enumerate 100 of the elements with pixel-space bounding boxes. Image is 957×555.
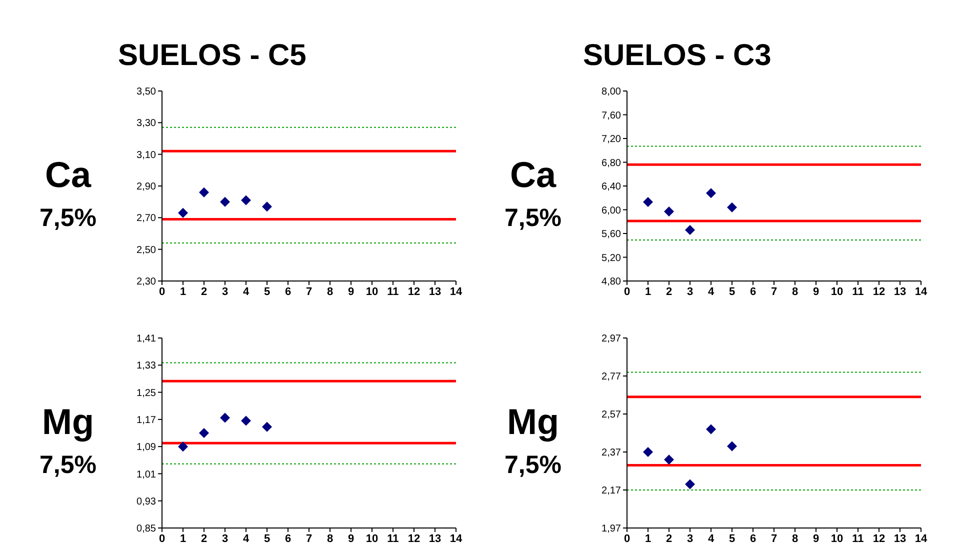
y-tick-label: 1,17: [136, 414, 156, 426]
y-tick-label: 3,10: [136, 150, 156, 161]
point: [262, 422, 272, 432]
x-tick-label: 3: [686, 286, 694, 298]
y-tick-label: 6,00: [602, 205, 622, 216]
x-tick-label: 1: [180, 532, 186, 545]
point: [220, 412, 230, 423]
x-tick-label: 7: [770, 532, 778, 545]
x-tick-label: 2: [666, 532, 672, 545]
text: 7,5%: [504, 450, 562, 480]
x-tick-label: 9: [348, 286, 354, 298]
x-tick-label: 6: [284, 286, 292, 298]
point: [706, 424, 716, 434]
y-tick-label: 5,60: [602, 229, 622, 240]
x-tick-label: 9: [348, 532, 354, 545]
x-tick-label: 5: [264, 532, 270, 545]
x-tick-label: 4: [242, 286, 250, 298]
x-tick-label: 3: [222, 532, 228, 545]
x-tick-label: 10: [830, 532, 844, 545]
y-tick-label: 2,50: [136, 244, 156, 256]
y-tick-label: 4,80: [602, 276, 622, 288]
x-tick-label: 14: [450, 532, 463, 545]
y-tick-label: 0,85: [136, 524, 156, 535]
x-tick-label: 2: [200, 532, 208, 545]
y-tick-label: 2,70: [136, 213, 156, 224]
point: [685, 224, 695, 235]
x-tick-label: 1: [644, 286, 652, 298]
text: Mg: [41, 400, 95, 442]
x-tick-label: 7: [770, 286, 778, 298]
x-tick-label: 12: [872, 286, 886, 298]
y-tick-label: 8,00: [602, 86, 622, 98]
x-tick-label: 4: [708, 286, 715, 298]
y-tick-label: 2,90: [136, 182, 156, 193]
x-tick-label: 5: [264, 286, 270, 298]
x-tick-label: 10: [366, 286, 378, 298]
point: [706, 188, 716, 198]
point: [178, 208, 188, 218]
x-tick-label: 8: [792, 532, 798, 545]
text: Mg: [506, 400, 560, 442]
text: 7,5%: [504, 204, 562, 232]
x-tick-label: 0: [158, 532, 166, 545]
x-tick-label: 10: [830, 286, 844, 298]
x-tick-label: 6: [750, 286, 756, 298]
x-tick-label: 11: [852, 286, 864, 298]
y-tick-label: 1,97: [602, 524, 622, 535]
y-tick-label: 6,80: [602, 158, 622, 169]
text: 7,5%: [38, 450, 98, 480]
x-tick-label: 9: [812, 286, 820, 298]
y-tick-label: 2,17: [602, 486, 622, 497]
y-tick-label: 5,20: [602, 252, 622, 264]
point: [727, 202, 737, 212]
x-tick-label: 6: [750, 532, 756, 545]
x-tick-label: 11: [852, 532, 864, 545]
y-tick-label: 6,40: [602, 182, 622, 193]
y-tick-label: 7,20: [602, 134, 622, 146]
y-tick-label: 2,37: [602, 448, 622, 459]
x-tick-label: 8: [792, 286, 798, 298]
point: [199, 428, 209, 438]
point: [241, 195, 251, 206]
x-tick-label: 12: [872, 532, 886, 545]
x-tick-label: 13: [428, 286, 442, 298]
y-tick-label: 1,09: [136, 442, 156, 454]
point: [664, 206, 674, 217]
y-tick-label: 2,97: [602, 334, 622, 345]
x-tick-label: 6: [284, 532, 292, 545]
x-tick-label: 9: [812, 532, 820, 545]
y-tick-label: 3,30: [136, 118, 156, 130]
x-tick-label: 3: [222, 286, 228, 298]
x-tick-label: 14: [450, 286, 463, 298]
x-tick-label: 8: [326, 286, 334, 298]
text: Ca: [44, 154, 92, 196]
x-tick-label: 12: [408, 532, 420, 545]
point: [727, 441, 737, 452]
chart-title: SUELOS - C5: [118, 38, 308, 74]
y-tick-label: 1,41: [136, 334, 156, 345]
x-tick-label: 13: [428, 532, 442, 545]
point: [178, 442, 188, 452]
x-tick-label: 0: [624, 532, 630, 545]
x-tick-label: 13: [894, 532, 906, 545]
x-tick-label: 11: [387, 532, 399, 545]
y-tick-label: 2,77: [602, 372, 622, 383]
y-tick-label: 1,25: [136, 388, 156, 399]
point: [220, 196, 230, 207]
x-tick-label: 13: [894, 286, 906, 298]
x-tick-label: 12: [408, 286, 420, 298]
y-tick-label: 1,01: [136, 469, 156, 480]
chart-title: SUELOS - C3: [583, 38, 772, 74]
point: [685, 479, 695, 490]
y-tick-label: 2,57: [602, 410, 622, 421]
x-tick-label: 0: [158, 286, 166, 298]
y-tick-label: 2,30: [136, 276, 156, 288]
x-tick-label: 1: [180, 286, 186, 298]
x-tick-label: 11: [387, 286, 399, 298]
x-tick-label: 5: [728, 286, 736, 298]
y-tick-label: 7,60: [602, 110, 622, 122]
x-tick-label: 2: [666, 286, 672, 298]
x-tick-label: 10: [366, 532, 378, 545]
x-tick-label: 14: [914, 532, 928, 545]
y-tick-label: 3,50: [136, 86, 156, 98]
text: Ca: [508, 154, 558, 196]
